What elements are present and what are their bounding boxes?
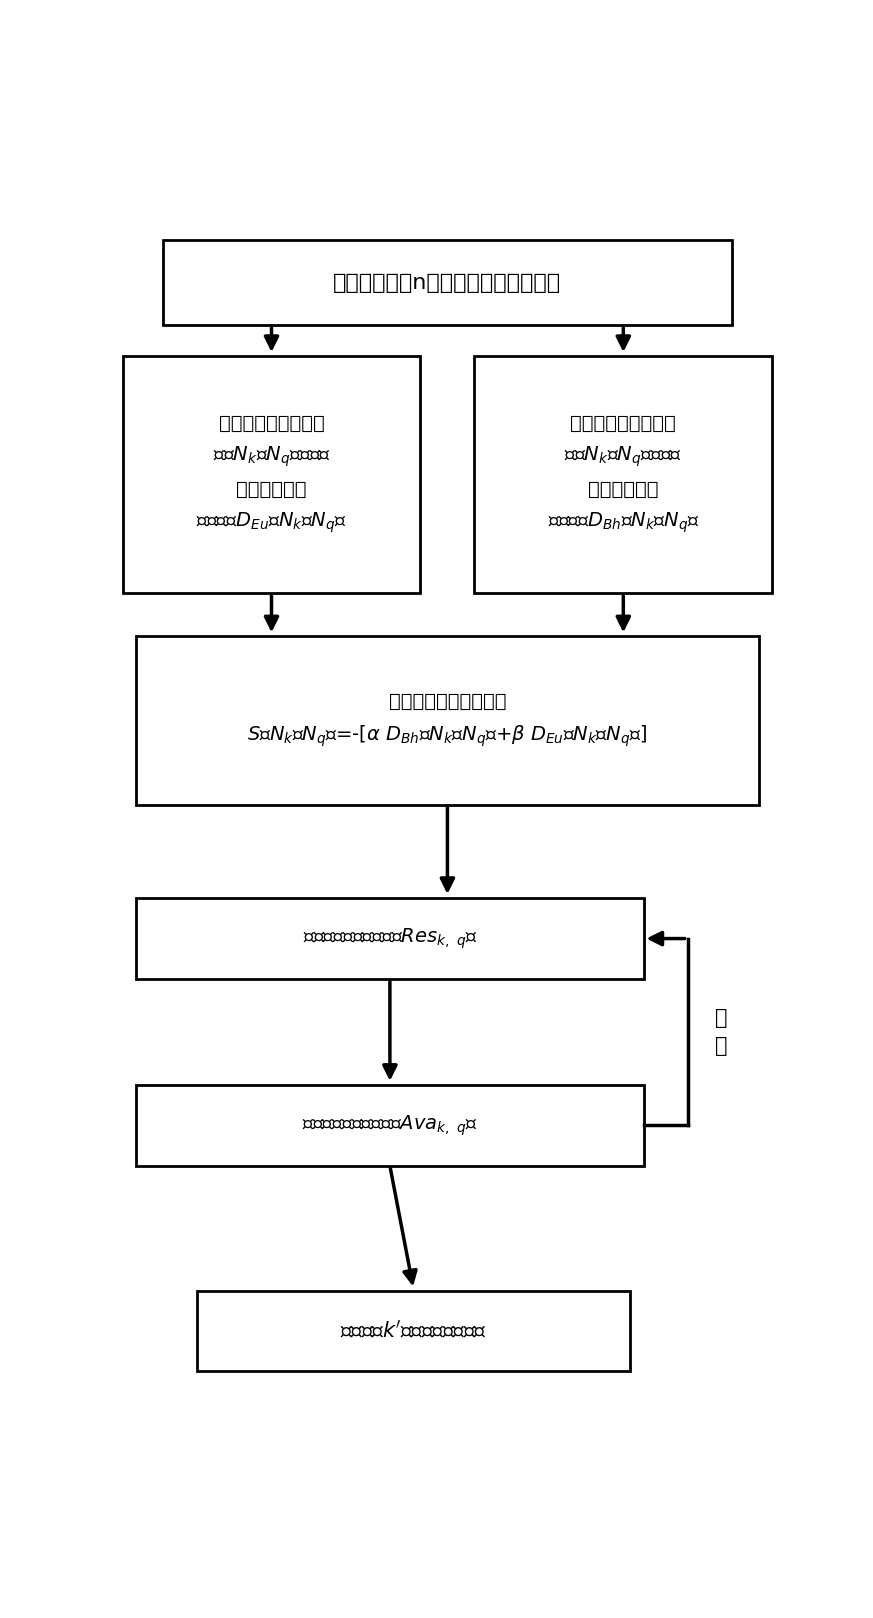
Text: 计算巴氏距离矩阵中的$Res_{k,\ q}$值: 计算巴氏距离矩阵中的$Res_{k,\ q}$值 xyxy=(303,927,477,951)
Text: 计算任意两个日出力
场景$N_k$与$N_q$的欧式距
离，构建欧式
距离矩阵$D_{Eu}$（$N_k$，$N_q$）: 计算任意两个日出力 场景$N_k$与$N_q$的欧式距 离，构建欧式 距离矩阵$… xyxy=(196,414,347,534)
Text: 更
新: 更 新 xyxy=(715,1008,728,1057)
Bar xyxy=(136,1086,643,1167)
Text: 获得划分出的n个滤波后的日出力场景: 获得划分出的n个滤波后的日出力场景 xyxy=(333,272,561,293)
Text: 构建双尺度相似度矩阵
$S$（$N_k$，$N_q$）=-[$\alpha$ $D_{Bh}$（$N_k$，$N_q$）+$\beta$ $D_{Eu}$（$N: 构建双尺度相似度矩阵 $S$（$N_k$，$N_q$）=-[$\alpha$ $… xyxy=(247,693,648,749)
Bar xyxy=(163,239,732,325)
Text: 聚类得到$k'$个典型日出力场景: 聚类得到$k'$个典型日出力场景 xyxy=(340,1320,487,1341)
Bar xyxy=(136,636,759,804)
Bar xyxy=(197,1291,630,1372)
Text: 计算任意两个日出力
场景$N_k$与$N_q$的巴式距
离，构建巴式
距离矩阵$D_{Bh}$（$N_k$，$N_q$）: 计算任意两个日出力 场景$N_k$与$N_q$的巴式距 离，构建巴式 距离矩阵$… xyxy=(547,414,699,534)
Bar xyxy=(122,356,421,592)
Bar xyxy=(136,898,643,979)
Text: 计算欧氏距离矩阵中的$Ava_{k,\ q}$值: 计算欧氏距离矩阵中的$Ava_{k,\ q}$值 xyxy=(302,1113,478,1137)
Bar xyxy=(475,356,773,592)
